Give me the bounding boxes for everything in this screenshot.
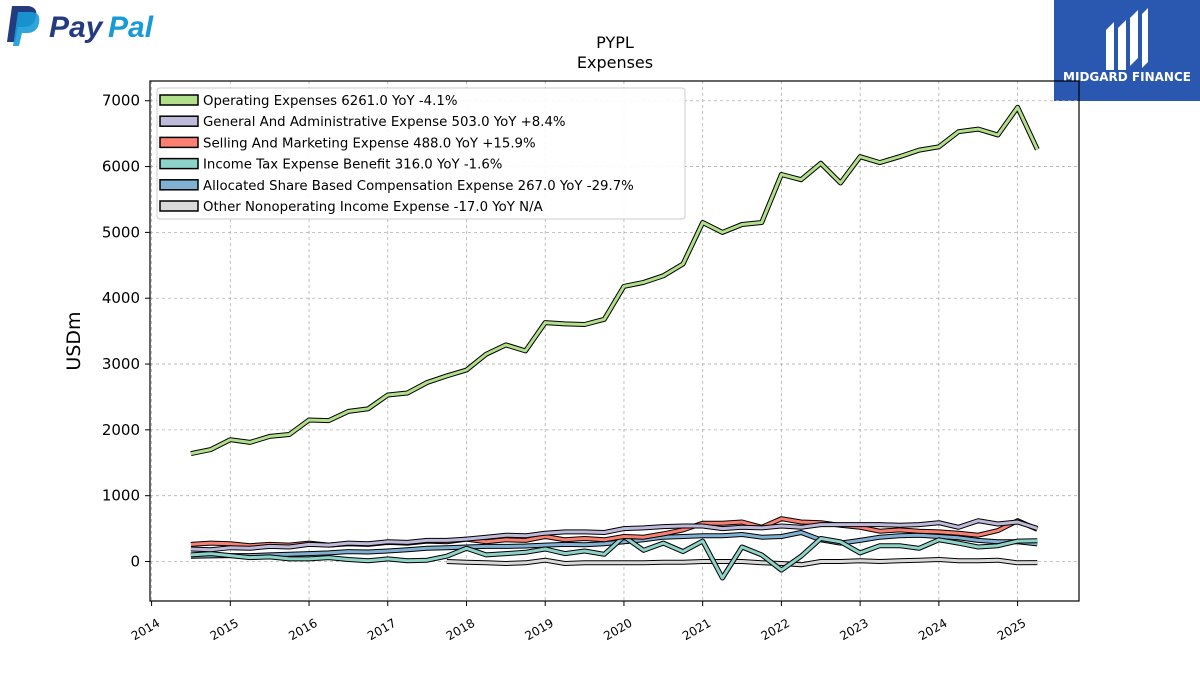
x-tick-label: 2015	[208, 616, 241, 643]
x-tick-label: 2022	[759, 616, 792, 643]
x-tick-label: 2021	[680, 616, 713, 643]
series-line-0	[190, 104, 1040, 457]
x-tick-label: 2024	[916, 616, 949, 643]
chart-title: PYPL	[596, 33, 634, 52]
legend-entry: Income Tax Expense Benefit 316.0 YoY -1.…	[203, 158, 502, 173]
midgard-mark-icon	[1106, 8, 1148, 70]
midgard-finance-logo: MIDGARD FINANCE	[1054, 0, 1200, 101]
x-tick-label: 2020	[601, 616, 634, 643]
legend-box	[156, 87, 686, 220]
series-stroke	[446, 558, 1038, 567]
x-tick-label: 2017	[365, 616, 398, 643]
x-tick-label: 2023	[837, 616, 870, 643]
y-tick-label: 6000	[102, 158, 140, 176]
paypal-wordmark-b: Pal	[108, 11, 154, 44]
plot-frame	[149, 80, 1080, 602]
series-lines	[190, 104, 1040, 581]
x-tick-label: 2019	[522, 616, 555, 643]
y-tick-label: 4000	[102, 289, 140, 307]
series-stroke	[190, 519, 1038, 552]
paypal-logo: Pay Pal	[7, 6, 154, 46]
y-tick-label: 7000	[102, 92, 140, 110]
legend-entry: Other Nonoperating Income Expense -17.0 …	[203, 200, 543, 215]
x-tick-label: 2018	[444, 616, 477, 643]
chart-subtitle: Expenses	[577, 53, 653, 72]
x-tick-label: 2025	[995, 616, 1028, 643]
series-line-5	[446, 557, 1038, 568]
midgard-wordmark: MIDGARD FINANCE	[1063, 70, 1191, 84]
legend-swatch	[159, 179, 199, 191]
series-line-1	[190, 518, 1039, 553]
paypal-mark-icon	[7, 6, 40, 46]
y-tick-label: 5000	[102, 223, 140, 241]
legend-entry: Allocated Share Based Compensation Expen…	[203, 179, 634, 194]
legend-swatch	[159, 136, 199, 149]
y-tick-label: 0	[130, 553, 140, 571]
series-stroke	[190, 535, 1038, 580]
series-stroke	[190, 105, 1039, 456]
legend-swatch	[159, 94, 199, 106]
legend-entry: Operating Expenses 6261.0 YoY -4.1%	[203, 94, 457, 109]
legend-entry: General And Administrative Expense 503.0…	[203, 115, 566, 130]
legend: Operating Expenses 6261.0 YoY -4.1% Gener…	[156, 87, 686, 220]
legend-swatch	[159, 157, 199, 170]
legend-swatch	[159, 115, 199, 127]
y-tick-label: 3000	[102, 355, 140, 373]
legend-swatch	[159, 200, 199, 212]
y-tick-label: 2000	[102, 421, 140, 439]
series-line-3	[190, 534, 1038, 581]
x-tick-label: 2016	[286, 616, 319, 643]
y-tick-label: 1000	[102, 487, 140, 505]
y-axis-label: USDm	[63, 311, 85, 370]
paypal-wordmark-a: Pay	[49, 11, 104, 44]
x-tick-label: 2014	[129, 616, 162, 643]
legend-entry: Selling And Marketing Expense 488.0 YoY …	[203, 136, 536, 151]
